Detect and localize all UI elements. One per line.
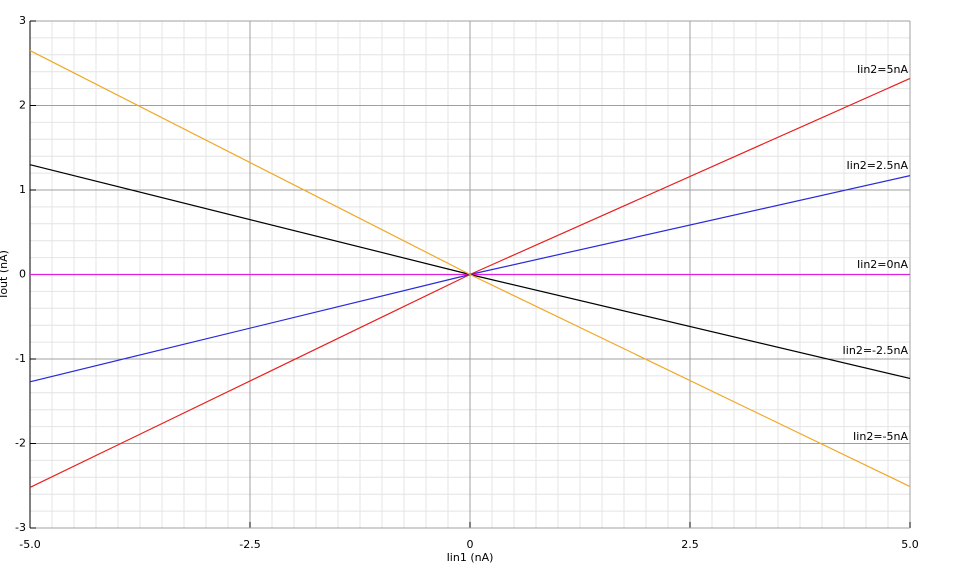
series-label: Iin2=2.5nA [847, 159, 909, 172]
series-label: Iin2=0nA [857, 258, 908, 271]
x-tick-label: 2.5 [681, 538, 699, 551]
x-tick-label: -5.0 [19, 538, 40, 551]
plot-lines [29, 50, 911, 488]
series-label: Iin2=-2.5nA [843, 344, 909, 357]
y-tick-label: 0 [19, 268, 26, 281]
series-line [29, 50, 911, 488]
y-tick-label: 1 [19, 183, 26, 196]
x-tick-label: 5.0 [901, 538, 919, 551]
series-label: Iin2=5nA [857, 63, 908, 76]
y-axis-label: Iout (nA) [0, 250, 10, 298]
series-label: Iin2=-5nA [853, 430, 908, 443]
y-tick-label: -2 [15, 437, 26, 450]
x-tick-label: 0 [467, 538, 474, 551]
y-tick-label: -3 [15, 521, 26, 534]
x-tick-label: -2.5 [239, 538, 260, 551]
y-tick-label: -1 [15, 352, 26, 365]
y-tick-label: 3 [19, 14, 26, 27]
y-tick-label: 2 [19, 99, 26, 112]
labels: -5.0 -2.5 0 2.5 5.0 -3 -2 -1 0 1 2 3 Iin2=5nA Iin2=2.… [15, 14, 919, 551]
x-axis-label: Iin1 (nA) [447, 551, 494, 564]
